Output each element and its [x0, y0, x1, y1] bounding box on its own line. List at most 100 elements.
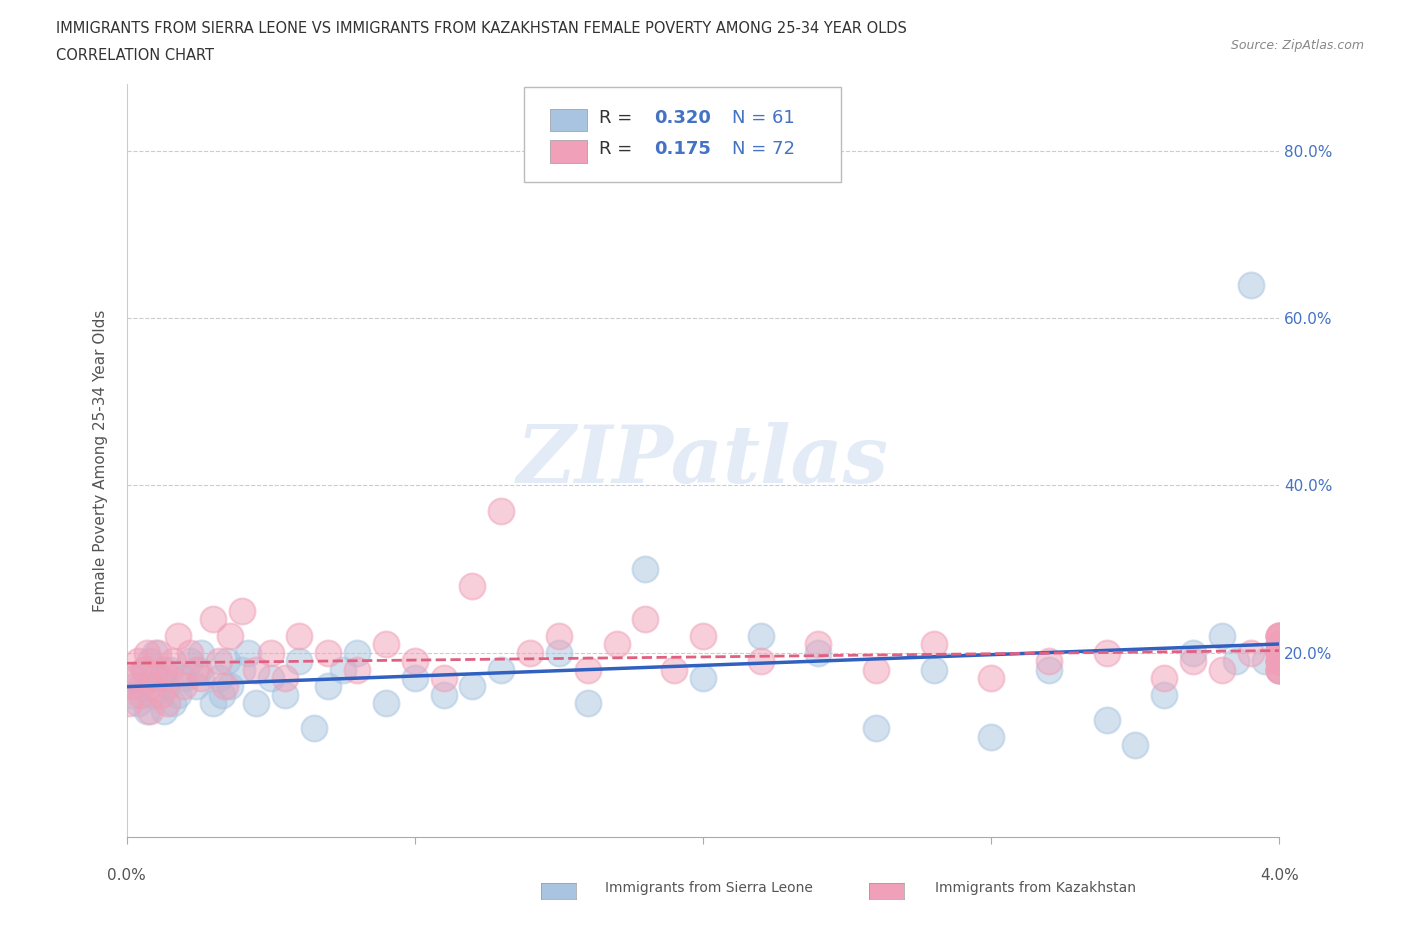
Point: [274, 671, 297, 685]
Point: [1268, 637, 1291, 652]
Point: [1268, 629, 1291, 644]
Point: [1211, 629, 1233, 644]
Point: [121, 671, 143, 685]
Point: [138, 704, 160, 719]
Point: [132, 662, 155, 677]
Text: 0.175: 0.175: [655, 140, 711, 158]
Point: [202, 612, 225, 627]
Point: [167, 629, 190, 644]
Point: [922, 662, 945, 677]
Point: [135, 704, 157, 719]
Point: [922, 637, 945, 652]
Point: [404, 654, 426, 669]
Point: [236, 645, 259, 660]
Point: [865, 721, 887, 736]
Point: [519, 645, 541, 660]
Text: N = 72: N = 72: [731, 140, 794, 158]
Point: [692, 671, 714, 685]
Point: [153, 704, 176, 719]
Point: [219, 629, 242, 644]
Point: [187, 662, 209, 677]
Point: [259, 645, 281, 660]
Point: [1153, 671, 1175, 685]
Point: [1268, 645, 1291, 660]
Text: Immigrants from Sierra Leone: Immigrants from Sierra Leone: [605, 881, 813, 896]
Point: [1153, 687, 1175, 702]
Point: [288, 629, 311, 644]
Point: [211, 687, 233, 702]
Point: [1268, 662, 1291, 677]
Point: [318, 679, 340, 694]
Point: [173, 679, 195, 694]
Point: [127, 696, 149, 711]
Point: [433, 671, 456, 685]
Point: [1240, 645, 1263, 660]
Point: [332, 662, 354, 677]
Point: [548, 629, 571, 644]
Point: [980, 671, 1002, 685]
Point: [1268, 654, 1291, 669]
Point: [231, 604, 253, 618]
Point: [1268, 662, 1291, 677]
Point: [1268, 637, 1291, 652]
Point: [1038, 654, 1060, 669]
Point: [179, 654, 201, 669]
Text: R =: R =: [599, 140, 638, 158]
Text: ZIPatlas: ZIPatlas: [517, 421, 889, 499]
Point: [634, 562, 657, 577]
Point: [162, 654, 184, 669]
Point: [217, 654, 239, 669]
Point: [124, 671, 146, 685]
FancyBboxPatch shape: [550, 140, 586, 163]
Point: [1268, 645, 1291, 660]
Point: [214, 679, 236, 694]
Point: [664, 662, 686, 677]
Point: [1268, 637, 1291, 652]
Point: [548, 645, 571, 660]
Point: [749, 654, 772, 669]
FancyBboxPatch shape: [524, 87, 841, 181]
Text: Immigrants from Kazakhstan: Immigrants from Kazakhstan: [935, 881, 1136, 896]
Point: [1125, 737, 1147, 752]
Point: [576, 662, 599, 677]
Point: [1181, 645, 1204, 660]
Point: [1038, 662, 1060, 677]
Point: [404, 671, 426, 685]
Point: [184, 662, 207, 677]
Point: [202, 696, 225, 711]
Point: [288, 654, 311, 669]
Point: [1268, 662, 1291, 677]
Point: [1268, 629, 1291, 644]
Point: [208, 671, 231, 685]
Point: [129, 687, 152, 702]
Point: [173, 671, 195, 685]
Point: [1268, 629, 1291, 644]
Point: [219, 679, 242, 694]
Point: [274, 687, 297, 702]
Point: [1095, 645, 1118, 660]
Point: [1095, 712, 1118, 727]
Point: [124, 679, 146, 694]
Point: [141, 679, 163, 694]
Text: 4.0%: 4.0%: [1260, 868, 1299, 883]
Point: [318, 645, 340, 660]
Point: [1268, 654, 1291, 669]
Point: [141, 687, 163, 702]
Point: [153, 662, 176, 677]
Point: [150, 671, 173, 685]
Point: [634, 612, 657, 627]
Point: [150, 687, 173, 702]
Point: [1240, 277, 1263, 292]
Point: [980, 729, 1002, 744]
Point: [489, 503, 512, 518]
Point: [208, 654, 231, 669]
Point: [1268, 645, 1291, 660]
Text: 0.0%: 0.0%: [107, 868, 146, 883]
Text: R =: R =: [599, 109, 638, 126]
Text: Source: ZipAtlas.com: Source: ZipAtlas.com: [1230, 39, 1364, 52]
Point: [1268, 654, 1291, 669]
Point: [1225, 654, 1247, 669]
Point: [138, 654, 160, 669]
Point: [692, 629, 714, 644]
Point: [461, 578, 484, 593]
